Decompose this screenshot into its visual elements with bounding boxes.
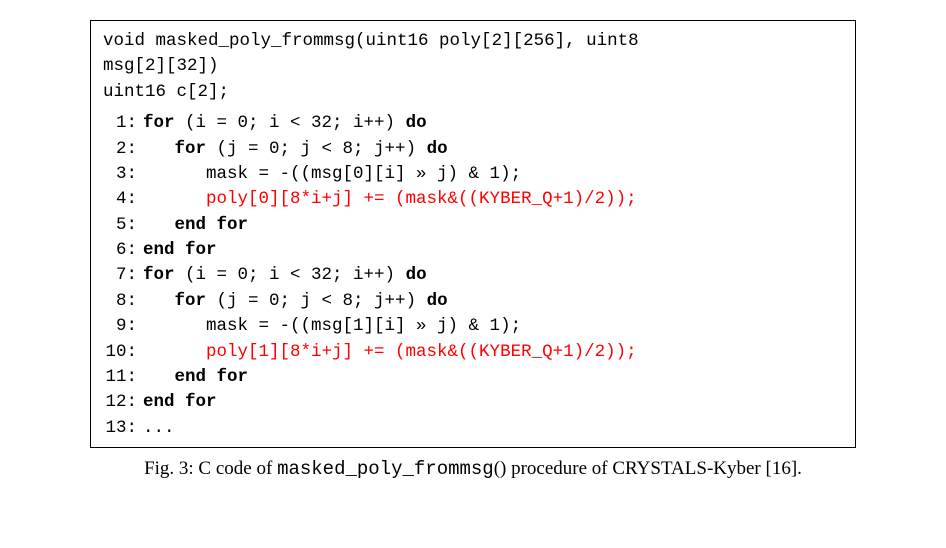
line-number: 11: [103, 365, 143, 390]
code-text: end for [143, 213, 248, 238]
line-number: 1: [103, 111, 143, 136]
line-number: 4: [103, 187, 143, 212]
code-text: poly[1][8*i+j] += (mask&((KYBER_Q+1)/2))… [143, 340, 637, 365]
code-text: for (j = 0; j < 8; j++) do [143, 289, 448, 314]
code-listing-box: void masked_poly_frommsg(uint16 poly[2][… [90, 20, 856, 448]
code-line: 7:for (i = 0; i < 32; i++) do [103, 263, 843, 288]
signature-line-1: void masked_poly_frommsg(uint16 poly[2][… [103, 29, 843, 54]
code-line: 5: end for [103, 213, 843, 238]
line-number: 8: [103, 289, 143, 314]
line-number: 6: [103, 238, 143, 263]
line-number: 7: [103, 263, 143, 288]
line-number: 9: [103, 314, 143, 339]
code-line: 4: poly[0][8*i+j] += (mask&((KYBER_Q+1)/… [103, 187, 843, 212]
code-lines-container: 1:for (i = 0; i < 32; i++) do2: for (j =… [103, 111, 843, 441]
signature-line-2: msg[2][32]) [103, 54, 843, 79]
line-number: 12: [103, 390, 143, 415]
line-number: 5: [103, 213, 143, 238]
code-line: 10: poly[1][8*i+j] += (mask&((KYBER_Q+1)… [103, 340, 843, 365]
code-line: 11: end for [103, 365, 843, 390]
code-text: mask = -((msg[1][i] » j) & 1); [143, 314, 521, 339]
caption-suffix: () procedure of CRYSTALS-Kyber [16]. [494, 458, 802, 479]
line-number: 13: [103, 416, 143, 441]
code-text: for (j = 0; j < 8; j++) do [143, 137, 448, 162]
code-text: for (i = 0; i < 32; i++) do [143, 111, 427, 136]
code-line: 13:... [103, 416, 843, 441]
figure-caption: Fig. 3: C code of masked_poly_frommsg() … [40, 458, 906, 480]
caption-prefix: Fig. 3: C code of [144, 458, 277, 479]
code-line: 8: for (j = 0; j < 8; j++) do [103, 289, 843, 314]
code-text: ... [143, 416, 175, 441]
code-line: 2: for (j = 0; j < 8; j++) do [103, 137, 843, 162]
signature-block: void masked_poly_frommsg(uint16 poly[2][… [103, 29, 843, 105]
code-line: 3: mask = -((msg[0][i] » j) & 1); [103, 162, 843, 187]
line-number: 3: [103, 162, 143, 187]
code-line: 6:end for [103, 238, 843, 263]
code-text: end for [143, 238, 217, 263]
code-text: for (i = 0; i < 32; i++) do [143, 263, 427, 288]
code-text: poly[0][8*i+j] += (mask&((KYBER_Q+1)/2))… [143, 187, 637, 212]
caption-funcname: masked_poly_frommsg [277, 458, 494, 480]
code-line: 1:for (i = 0; i < 32; i++) do [103, 111, 843, 136]
code-text: mask = -((msg[0][i] » j) & 1); [143, 162, 521, 187]
code-line: 12:end for [103, 390, 843, 415]
code-text: end for [143, 365, 248, 390]
code-text: end for [143, 390, 217, 415]
signature-line-3: uint16 c[2]; [103, 80, 843, 105]
line-number: 10: [103, 340, 143, 365]
line-number: 2: [103, 137, 143, 162]
code-line: 9: mask = -((msg[1][i] » j) & 1); [103, 314, 843, 339]
